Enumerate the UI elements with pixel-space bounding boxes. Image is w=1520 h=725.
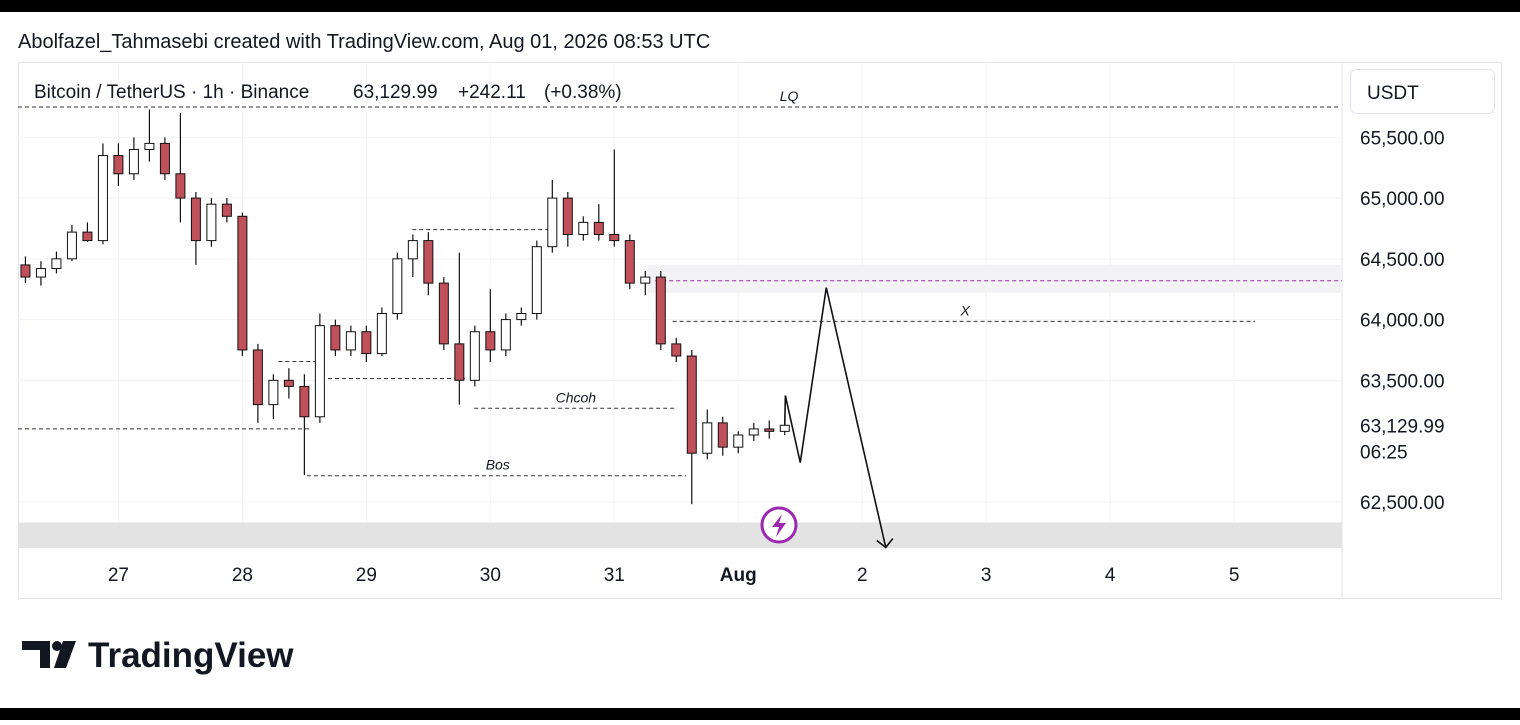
y-tick-label: 62,500.00 <box>1360 493 1445 514</box>
candle-body <box>438 282 449 345</box>
candle-body <box>779 424 790 432</box>
projection-path <box>783 287 887 548</box>
candle-body <box>97 155 108 242</box>
y-tick-label: 64,500.00 <box>1360 250 1445 271</box>
candle-body <box>175 173 186 199</box>
candle-body <box>392 258 403 315</box>
last-price: 63,129.99 <box>1360 416 1445 437</box>
candle-body <box>593 221 604 236</box>
price: 63,129.99 <box>353 82 438 103</box>
candle-body <box>562 197 573 236</box>
candle-body <box>640 276 651 284</box>
logo <box>22 641 76 668</box>
change-pct: (+0.38%) <box>544 82 622 103</box>
x-tick-label: 28 <box>232 565 253 586</box>
level-label: Bos <box>486 457 510 473</box>
candle-body <box>66 231 77 260</box>
x-tick-label: 27 <box>108 565 129 586</box>
candle-body <box>500 319 511 351</box>
candle-body <box>531 246 542 315</box>
candle-body <box>469 331 480 381</box>
candle-body <box>361 331 372 355</box>
candle-body <box>547 197 558 248</box>
x-tick-label: 2 <box>857 565 868 586</box>
x-tick-label: Aug <box>720 565 757 586</box>
candle-body <box>190 197 201 242</box>
candle-body <box>252 349 263 406</box>
candle-body <box>485 331 496 351</box>
candle-body <box>717 422 728 448</box>
zone <box>18 522 1342 548</box>
level-label: Chcoh <box>556 389 597 405</box>
attribution: Abolfazel_Tahmasebi created with Trading… <box>18 31 710 53</box>
candle-body <box>454 343 465 381</box>
candle-body <box>299 385 310 418</box>
x-tick-label: 5 <box>1229 565 1240 586</box>
change: +242.11 <box>458 82 526 103</box>
candle-body <box>345 331 356 351</box>
candle-body <box>748 428 759 436</box>
candle-body <box>283 379 294 387</box>
candle-body <box>702 422 713 454</box>
candle-body <box>655 276 666 345</box>
countdown: 06:25 <box>1360 442 1408 463</box>
candle-body <box>221 203 232 217</box>
candle-body <box>376 313 387 355</box>
chart-frame <box>18 62 1502 599</box>
x-tick-label: 4 <box>1105 565 1116 586</box>
x-tick-label: 30 <box>480 565 501 586</box>
candle-body <box>206 203 217 242</box>
zone <box>647 264 1342 293</box>
candle-body <box>82 231 93 242</box>
candle-body <box>128 148 139 175</box>
candle-body <box>423 240 434 284</box>
x-tick-label: 3 <box>981 565 992 586</box>
candle-body <box>314 325 325 418</box>
candle-body <box>144 142 155 150</box>
plot: LQ X Chcoh Bos <box>18 62 1342 549</box>
candle-body <box>624 240 635 284</box>
candle-body <box>35 268 46 278</box>
x-tick-label: 29 <box>356 565 377 586</box>
y-tick-label: 65,000.00 <box>1360 189 1445 210</box>
candle-body <box>578 221 589 236</box>
candle-body <box>733 434 744 448</box>
lightning-icon[interactable] <box>760 506 798 544</box>
brand: TradingView <box>88 636 294 675</box>
bottom-bar <box>0 708 1520 720</box>
y-tick-label: 64,000.00 <box>1360 311 1445 332</box>
level-label: X <box>959 302 970 318</box>
y-tick-label: 65,500.00 <box>1360 128 1445 149</box>
candle-body <box>407 240 418 260</box>
top-bar <box>0 0 1520 12</box>
candle-body <box>113 155 124 175</box>
candle-body <box>330 325 341 351</box>
candle-body <box>764 428 775 432</box>
level-label: LQ <box>780 88 799 104</box>
candle-body <box>20 264 31 278</box>
x-tick-label: 31 <box>604 565 625 586</box>
candle-body <box>237 215 248 351</box>
symbol: Bitcoin / TetherUS · 1h · Binance <box>34 82 309 103</box>
currency[interactable]: USDT <box>1367 83 1419 104</box>
candle-body <box>268 379 279 406</box>
candle-body <box>671 343 682 357</box>
currency-box[interactable] <box>1350 69 1495 114</box>
candle-body <box>51 258 62 270</box>
candle-body <box>516 313 527 321</box>
candle-body <box>159 142 170 175</box>
candle-body <box>686 355 697 454</box>
candle-body <box>609 234 620 242</box>
arrow-head <box>876 538 894 549</box>
y-tick-label: 63,500.00 <box>1360 371 1445 392</box>
